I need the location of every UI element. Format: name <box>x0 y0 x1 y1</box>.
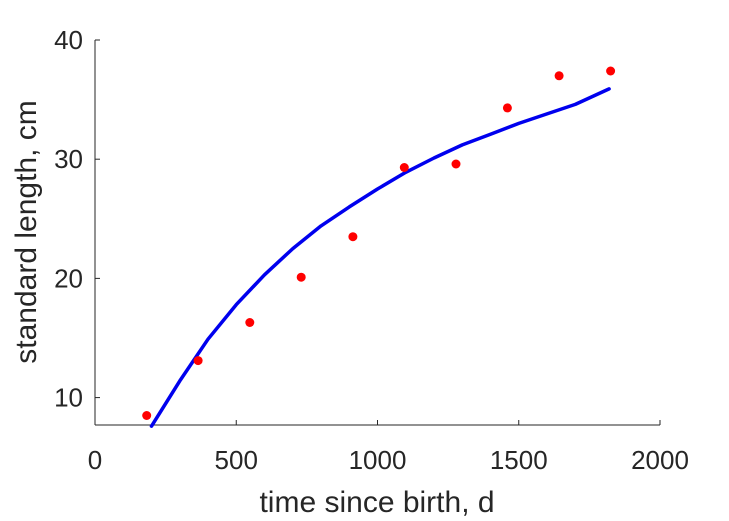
data-point <box>193 356 203 366</box>
y-tick-label: 10 <box>54 383 83 413</box>
data-point <box>554 71 564 81</box>
x-tick-label: 1500 <box>490 445 548 475</box>
y-tick-label: 20 <box>54 263 83 293</box>
data-point <box>142 411 152 420</box>
data-point <box>606 66 616 76</box>
data-point <box>245 318 255 327</box>
fit-curve <box>149 87 611 428</box>
data-point <box>451 159 461 169</box>
y-tick-label: 40 <box>54 25 83 55</box>
x-axis-label: time since birth, d <box>259 486 494 519</box>
x-tick-label: 1000 <box>349 445 407 475</box>
x-tick-label: 2000 <box>631 445 689 475</box>
x-ticks: 0 500 1000 1500 2000 <box>88 420 689 475</box>
data-point <box>296 272 306 282</box>
data-point <box>348 232 358 242</box>
x-tick-label: 0 <box>88 445 102 475</box>
y-ticks: 10 20 30 40 <box>54 25 100 413</box>
y-tick-label: 30 <box>54 144 83 174</box>
series-layer <box>142 66 616 428</box>
y-axis-label: standard length, cm <box>10 100 43 363</box>
plot-area: 0 500 1000 1500 2000 10 20 30 40 <box>54 25 689 475</box>
data-point <box>399 163 409 172</box>
x-tick-label: 500 <box>215 445 258 475</box>
data-point <box>502 103 512 113</box>
